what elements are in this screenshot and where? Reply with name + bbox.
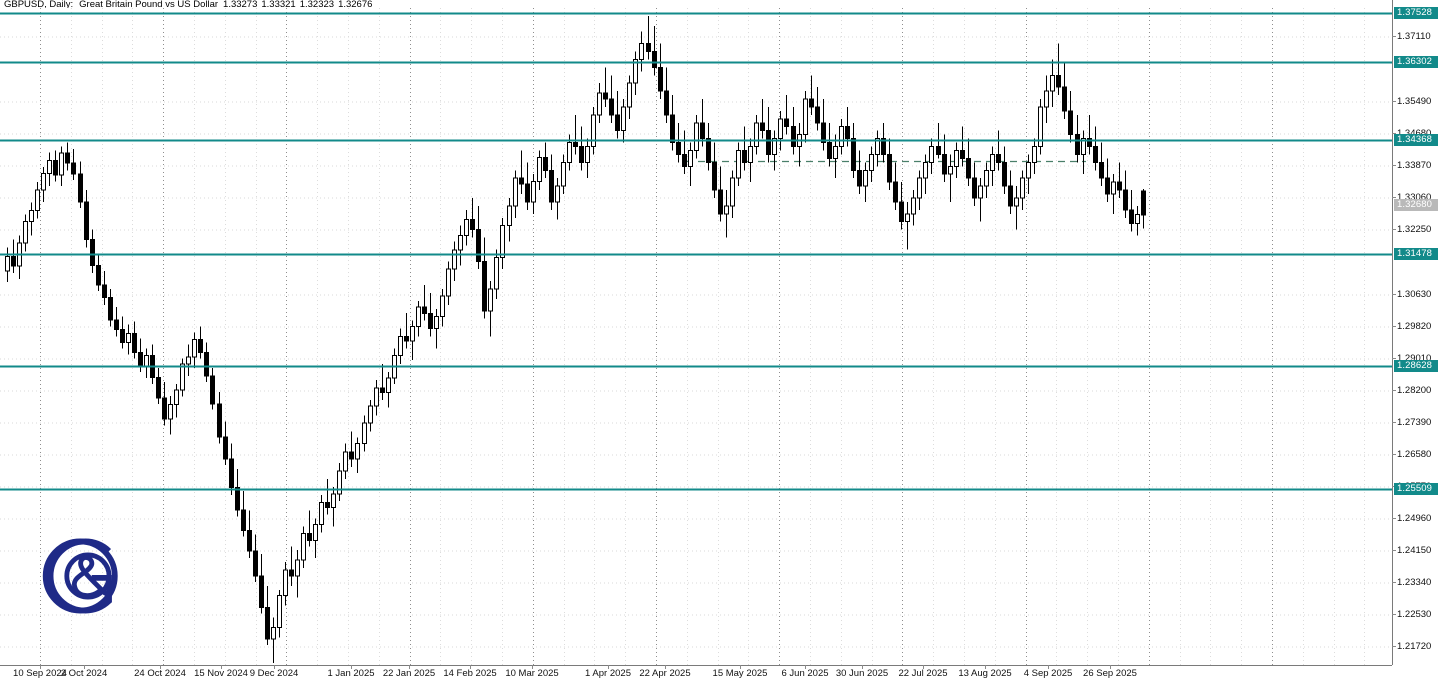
time-axis-label: 4 Sep 2025 (1023, 668, 1073, 679)
time-tick (221, 665, 222, 669)
price-tick (1392, 358, 1396, 359)
time-tick (532, 665, 533, 669)
price-axis-label: 1.30630 (1397, 289, 1432, 300)
price-axis-label: 1.29820 (1397, 321, 1432, 332)
time-tick (862, 665, 863, 669)
price-tick (1392, 550, 1396, 551)
time-axis-label: 9 Dec 2024 (249, 668, 299, 679)
candlestick-canvas (0, 8, 1392, 665)
time-axis-label: 22 Apr 2025 (639, 668, 691, 679)
time-tick (40, 665, 41, 669)
time-axis-label: 6 Jun 2025 (781, 668, 829, 679)
candlesticks (5, 15, 1146, 664)
time-tick (1110, 665, 1111, 669)
level-lines (0, 12, 1392, 491)
time-axis-label: 15 Nov 2024 (194, 668, 248, 679)
current-price-badge[interactable]: 1.32680 (1394, 199, 1438, 211)
cg-logo-watermark (42, 538, 118, 614)
chart-ohlc: 1.33273 1.33321 1.32323 1.32676 (223, 0, 376, 10)
price-tick (1392, 165, 1396, 166)
chart-description: Great Britain Pound vs US Dollar (79, 0, 219, 10)
price-axis-label: 1.33060 (1397, 192, 1432, 203)
time-axis-line (0, 665, 1392, 666)
time-tick (805, 665, 806, 669)
time-tick (409, 665, 410, 669)
level-price-badge-support-2[interactable]: 1.28628 (1394, 360, 1438, 372)
price-axis-label: 1.23340 (1397, 577, 1432, 588)
price-axis-label: 1.32250 (1397, 224, 1432, 235)
time-axis-label: 10 Mar 2025 (505, 668, 559, 679)
time-axis-label: 14 Feb 2025 (443, 668, 497, 679)
level-price-badge-support-3[interactable]: 1.25509 (1394, 483, 1438, 495)
time-tick (160, 665, 161, 669)
price-axis-label: 1.27390 (1397, 417, 1432, 428)
time-tick (923, 665, 924, 669)
level-price-badge-resistance-2[interactable]: 1.36302 (1394, 56, 1438, 68)
level-price-badge-support-1[interactable]: 1.31478 (1394, 248, 1438, 260)
time-tick (608, 665, 609, 669)
level-price-badge-resistance-3[interactable]: 1.34368 (1394, 134, 1438, 146)
time-tick (1048, 665, 1049, 669)
chart-symbol-timeframe: GBPUSD, Daily: (4, 0, 74, 10)
time-axis-label: 1 Jan 2025 (327, 668, 375, 679)
chart-header: GBPUSD, Daily: Great Britain Pound vs US … (4, 0, 376, 11)
time-tick (740, 665, 741, 669)
price-tick (1392, 36, 1396, 37)
price-axis[interactable]: 1.37110 1.35490 1.34680 1.33870 1.33060 1.322… (1392, 0, 1439, 665)
price-tick (1392, 646, 1396, 647)
price-axis-label: 1.34680 (1397, 129, 1431, 139)
time-axis-label: 1 Apr 2025 (585, 668, 631, 679)
price-tick (1392, 390, 1396, 391)
time-axis-label: 30 Jun 2025 (835, 668, 889, 679)
price-tick (1392, 454, 1396, 455)
time-axis-label: 22 Jan 2025 (382, 668, 436, 679)
price-axis-label: 1.35490 (1397, 96, 1432, 107)
price-tick (1392, 133, 1396, 134)
price-axis-label: 1.28200 (1397, 385, 1432, 396)
price-tick (1392, 614, 1396, 615)
price-axis-label: 1.22530 (1397, 609, 1432, 620)
time-tick (985, 665, 986, 669)
price-tick (1392, 582, 1396, 583)
time-axis-label: 2 Oct 2024 (60, 668, 108, 679)
price-axis-label: 1.24960 (1397, 513, 1432, 524)
ohlc-close: 1.32676 (338, 0, 373, 10)
price-tick (1392, 229, 1396, 230)
chart-plot-area[interactable] (0, 8, 1392, 665)
price-axis-label: 1.21720 (1397, 641, 1432, 652)
price-tick (1392, 101, 1396, 102)
price-axis-label: 1.26580 (1397, 449, 1432, 460)
ohlc-open: 1.33273 (223, 0, 258, 10)
ohlc-high: 1.33321 (261, 0, 296, 10)
horizontal-gridlines (0, 36, 1392, 648)
price-axis-label: 1.29010 (1397, 353, 1432, 364)
time-axis-label: 26 Sep 2025 (1083, 668, 1137, 679)
price-axis-label: 1.37110 (1397, 31, 1431, 42)
price-tick (1392, 518, 1396, 519)
price-tick (1392, 294, 1396, 295)
time-tick (470, 665, 471, 669)
time-axis-label: 15 May 2025 (712, 668, 768, 679)
time-axis[interactable]: 10 Sep 2024 2 Oct 2024 24 Oct 2024 15 Nov 2… (0, 665, 1392, 679)
ohlc-low: 1.32323 (299, 0, 335, 10)
price-tick (1392, 197, 1396, 198)
time-tick (351, 665, 352, 669)
price-axis-label: 1.33870 (1397, 160, 1432, 171)
price-tick (1392, 422, 1396, 423)
price-tick (1392, 326, 1396, 327)
time-tick (274, 665, 275, 669)
time-axis-label: 22 Jul 2025 (898, 668, 948, 679)
time-axis-label: 13 Aug 2025 (958, 668, 1012, 679)
time-axis-label: 10 Sep 2024 (13, 668, 67, 679)
time-tick (665, 665, 666, 669)
level-price-badge-resistance-1[interactable]: 1.37528 (1394, 7, 1438, 19)
price-axis-label: 1.24150 (1397, 545, 1432, 556)
time-axis-label: 24 Oct 2024 (134, 668, 186, 679)
time-tick (84, 665, 85, 669)
price-axis-line (1392, 0, 1393, 665)
